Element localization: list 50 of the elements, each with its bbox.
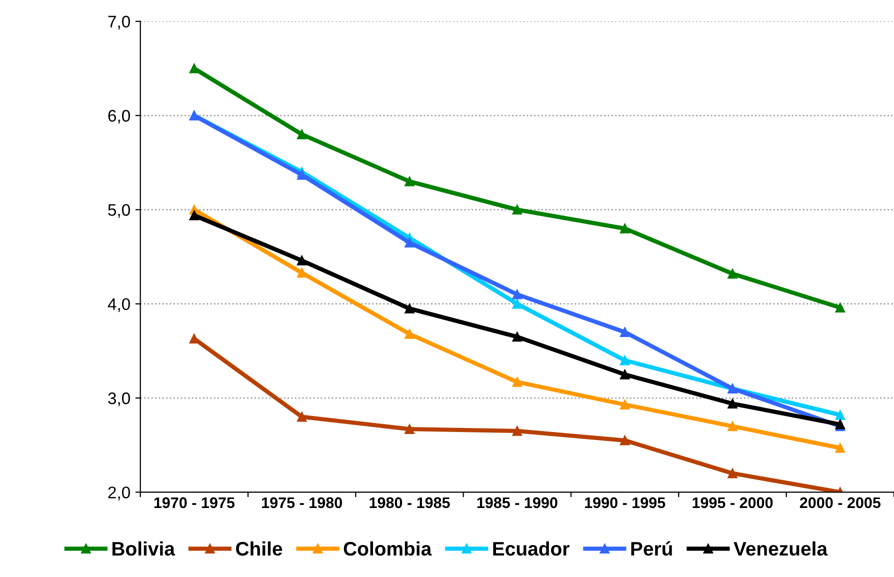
point [835,443,846,453]
point [512,204,522,215]
point [728,421,738,432]
x-tick-label: 1985 - 1990 [477,497,558,508]
y-tick-label: 7,0 [108,16,130,30]
x-tick-label: 1995 - 2000 [692,497,773,508]
point [512,377,522,387]
point [620,327,630,337]
legend-label: Colombia [344,541,432,556]
point [296,256,307,266]
y-tick-label: 3,0 [108,392,130,406]
y-tick-label: 4,0 [108,298,130,312]
point [296,170,307,180]
point [620,370,630,380]
point [728,468,738,478]
point [620,355,630,366]
y-tick-label: 6,0 [108,110,130,124]
point [835,302,846,312]
x-tick-label: 1980 - 1985 [370,497,450,508]
point [512,332,522,342]
point [404,329,414,339]
point [189,210,200,220]
point [728,268,738,279]
y-tick-label: 5,0 [108,204,130,218]
legend-label: Bolivia [112,541,176,556]
legend-label: Venezuela [734,541,828,556]
point [404,176,414,186]
point [835,410,846,420]
point [296,412,307,422]
x-tick-label: 2000 - 2005 [800,497,881,508]
point [404,424,414,434]
point [404,238,414,248]
x-tick-label: 1970 - 1975 [154,497,235,508]
point [296,268,307,278]
x-tick-label: 1975 - 1980 [262,497,342,508]
x-tick-label: 1990 - 1995 [585,497,666,508]
point [728,398,738,409]
point [189,64,200,74]
y-tick-label: 2,0 [108,486,130,500]
point [620,400,630,410]
point [620,436,630,446]
legend-label: Chile [236,541,282,556]
point [512,298,522,309]
point [620,224,630,234]
point [404,304,414,314]
point [512,426,522,436]
legend-label: Ecuador [493,541,570,556]
point [512,290,522,300]
point [296,129,307,140]
legend-label: Perú [631,541,672,556]
